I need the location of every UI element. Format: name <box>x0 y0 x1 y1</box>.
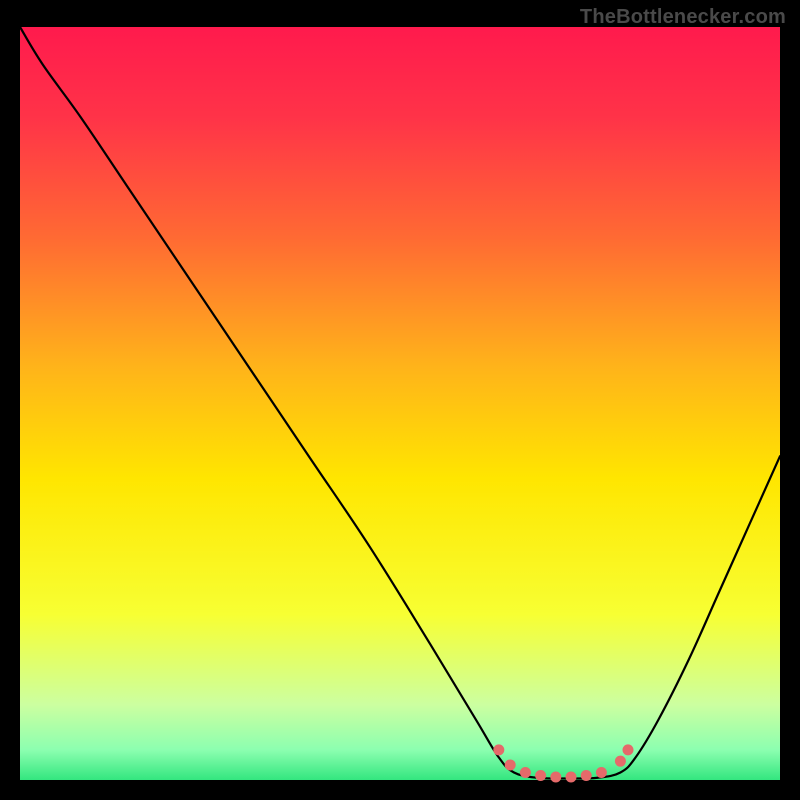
marker-dot <box>535 770 546 781</box>
marker-dot <box>623 744 634 755</box>
marker-dot <box>596 767 607 778</box>
gradient-background <box>20 27 780 780</box>
watermark-text: TheBottlenecker.com <box>580 6 786 29</box>
marker-dot <box>615 756 626 767</box>
marker-dot <box>520 767 531 778</box>
marker-dot <box>505 759 516 770</box>
marker-dot <box>550 771 561 782</box>
marker-dot <box>566 771 577 782</box>
chart-stage: TheBottlenecker.com <box>0 0 800 800</box>
marker-dot <box>581 770 592 781</box>
bottleneck-curve-chart <box>0 0 800 800</box>
marker-dot <box>493 744 504 755</box>
